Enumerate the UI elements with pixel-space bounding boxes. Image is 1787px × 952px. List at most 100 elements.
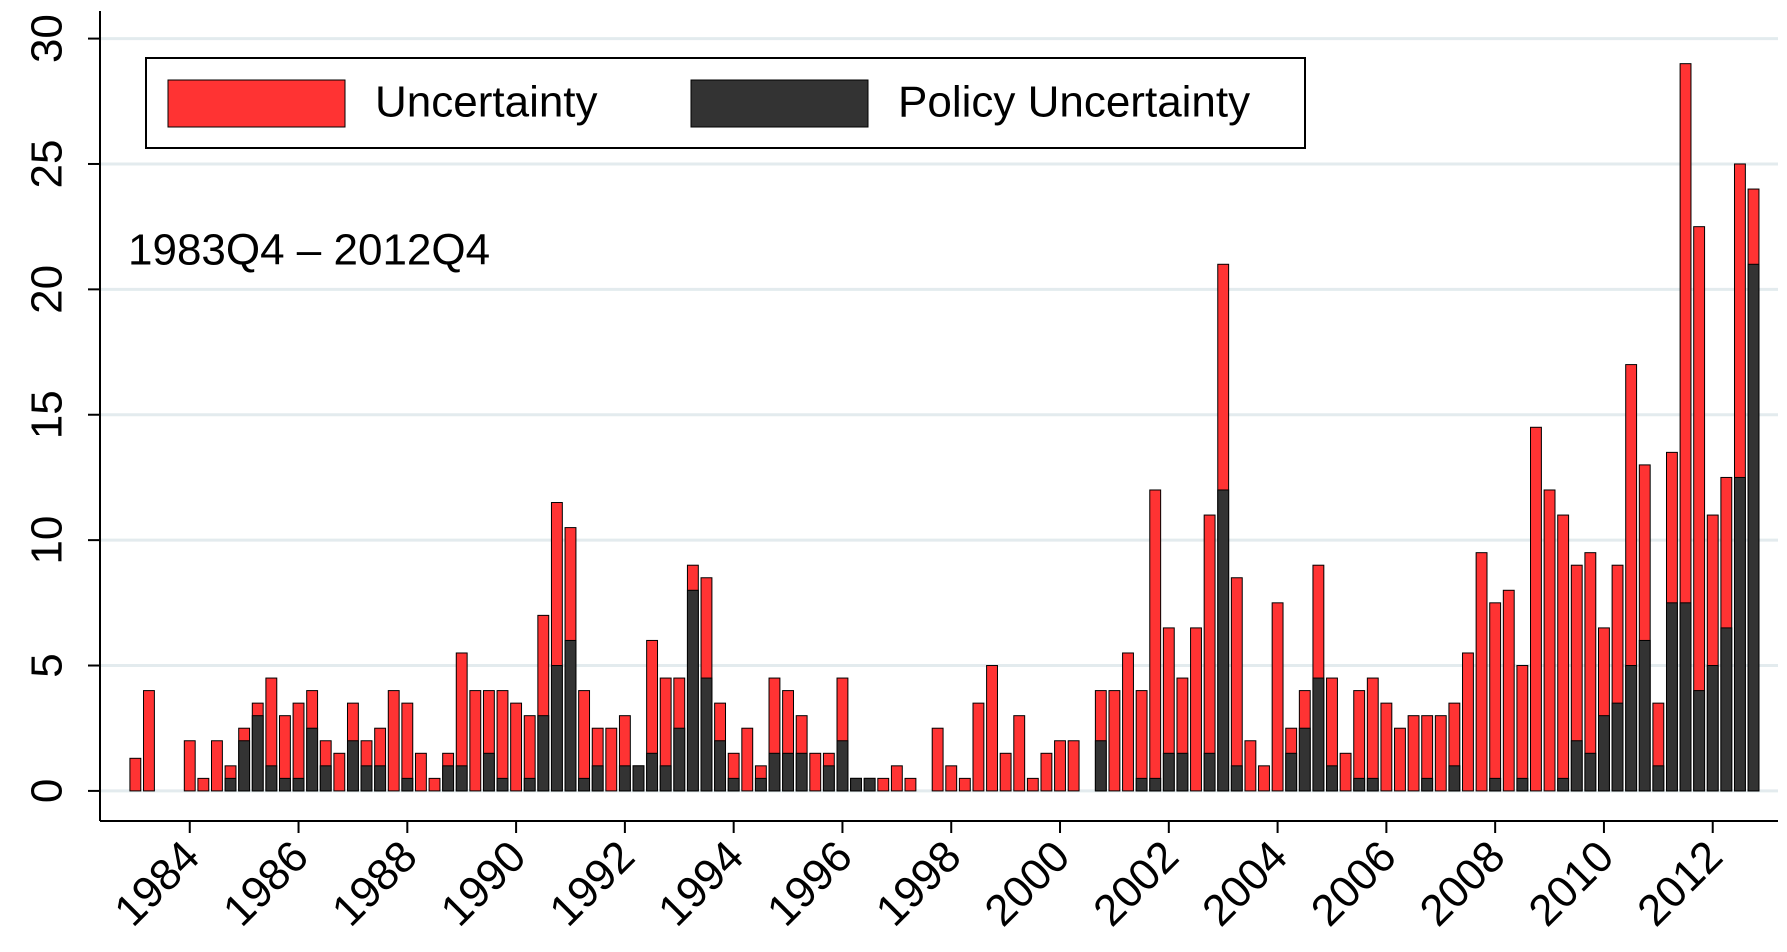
legend-swatch [167,79,346,128]
bar [836,740,849,792]
bar [1244,740,1257,792]
bar [1516,777,1529,792]
y-tick-label: 30 [23,14,72,63]
bar [1067,740,1080,792]
bar [401,777,414,792]
bar [986,665,998,792]
bar [292,702,305,792]
bar [1530,426,1542,792]
x-tick-label: 2012 [1628,832,1732,936]
bar [850,777,862,792]
bar [143,690,155,792]
bar [374,765,387,792]
bar [1190,627,1202,792]
bar [741,727,754,792]
x-tick-label: 2000 [975,832,1079,936]
bar [1516,665,1529,792]
bar [1407,715,1420,792]
bar [1380,702,1393,792]
bar [1543,489,1556,792]
bar [1326,765,1338,792]
bar [1611,702,1624,792]
bar [1298,727,1311,792]
bar [1135,777,1148,792]
bar [958,777,971,792]
bar [727,777,740,792]
bar [782,752,795,792]
bar [455,765,468,792]
bar [346,740,359,792]
bar [1638,639,1651,792]
bar [1747,263,1760,792]
x-tick-label: 1986 [214,832,318,936]
bar [1040,752,1053,792]
bar [1353,777,1366,792]
bar [1489,602,1502,792]
bar [659,765,672,792]
x-tick-label: 1996 [758,832,862,936]
bar [578,690,591,792]
bar [387,690,400,792]
bar [1625,665,1638,792]
bar [618,765,631,792]
bar [1652,765,1665,792]
x-tick-label: 1994 [649,832,753,936]
bar [1570,740,1583,792]
bar [197,777,210,792]
bar [1339,752,1352,792]
bar [1271,602,1284,792]
bar [700,677,713,792]
bar [1149,489,1162,792]
x-tick-label: 2002 [1084,832,1188,936]
bar [686,589,699,792]
bar [183,740,196,792]
y-tick-label: 10 [23,516,72,565]
bar [523,777,536,792]
bar [931,727,944,792]
bar [1108,690,1121,792]
bar [591,765,604,792]
bar [809,752,822,792]
y-tick-label: 20 [23,265,72,314]
bar [278,777,291,792]
bar [890,765,903,792]
bar [1706,665,1719,792]
bar [863,777,876,792]
bar [1366,777,1379,792]
bar [1462,652,1474,792]
bar [1421,777,1434,792]
bar [469,690,482,792]
bar [632,765,645,792]
bar [1394,727,1406,792]
y-tick-label: 25 [23,139,72,188]
bar [482,752,495,792]
bar [129,757,142,792]
bar [578,777,591,792]
x-tick-label: 1992 [540,832,644,936]
bar [1475,552,1488,792]
bar [333,752,346,792]
x-tick-label: 1990 [432,832,536,936]
bar [1149,777,1162,792]
bar [510,702,523,792]
bar [1122,652,1134,792]
bar [754,777,767,792]
x-tick-label: 2006 [1302,832,1406,936]
bar [1733,476,1746,792]
bar [306,727,319,792]
bar [1230,577,1243,792]
x-tick-label: 2004 [1193,832,1297,936]
bar [1584,752,1597,792]
bar [265,765,278,792]
bar [1353,690,1366,792]
bar [999,752,1012,792]
bar [768,752,781,792]
y-tick-label: 0 [23,779,72,803]
bar [1665,602,1678,792]
bar [1285,752,1298,792]
bar [1366,677,1379,792]
bar [822,765,835,792]
bar [1054,740,1066,792]
legend: Uncertainty Policy Uncertainty [145,57,1306,149]
